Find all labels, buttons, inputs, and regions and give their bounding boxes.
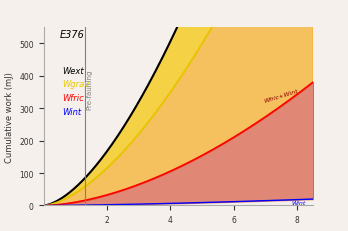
Text: Pre-faulting: Pre-faulting bbox=[86, 70, 92, 110]
X-axis label: Backwall displacement (mm): Backwall displacement (mm) bbox=[117, 230, 239, 231]
Text: Wfric+Wint: Wfric+Wint bbox=[264, 88, 299, 103]
Text: Wgrav: Wgrav bbox=[63, 80, 90, 89]
Text: Wint: Wint bbox=[291, 201, 305, 205]
Text: Wint: Wint bbox=[63, 107, 82, 116]
Text: Wfric: Wfric bbox=[63, 94, 84, 103]
Text: Wext: Wext bbox=[63, 67, 84, 76]
Text: E376: E376 bbox=[60, 30, 84, 40]
Y-axis label: Cumulative work (mJ): Cumulative work (mJ) bbox=[5, 71, 14, 162]
